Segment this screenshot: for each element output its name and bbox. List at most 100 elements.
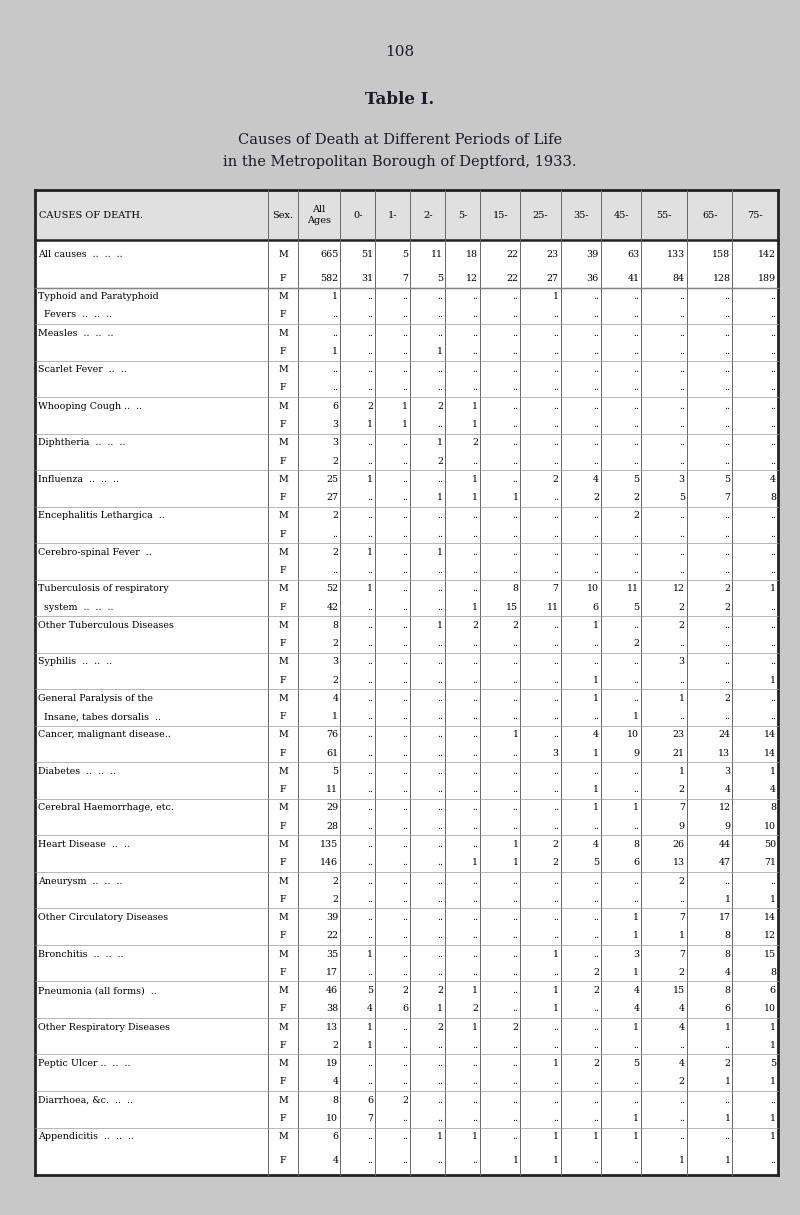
Text: F: F [280,712,286,722]
Text: F: F [280,457,286,465]
Text: 10: 10 [764,821,776,831]
Text: 7: 7 [553,584,558,593]
Text: M: M [278,402,288,411]
Text: 2: 2 [332,548,338,556]
Text: 11: 11 [546,603,558,611]
Text: ..: .. [634,876,639,886]
Text: ..: .. [472,712,478,722]
Text: ..: .. [770,457,776,465]
Text: ..: .. [725,639,730,648]
Text: ..: .. [437,767,443,776]
Text: ..: .. [402,457,408,465]
Text: ..: .. [402,657,408,666]
Text: 1: 1 [553,1005,558,1013]
Text: 21: 21 [673,748,685,758]
Text: ..: .. [402,493,408,502]
Text: ..: .. [472,894,478,904]
Text: M: M [278,292,288,301]
Text: ..: .. [725,1096,730,1104]
Text: ..: .. [770,439,776,447]
Text: 1: 1 [402,420,408,429]
Text: 1: 1 [437,1005,443,1013]
Text: 2: 2 [725,694,730,703]
Text: 2: 2 [332,1041,338,1050]
Text: 1: 1 [770,676,776,684]
Text: ..: .. [679,347,685,356]
Text: 1: 1 [367,1023,374,1032]
Text: 10: 10 [764,1005,776,1013]
Text: 1: 1 [679,694,685,703]
Text: ..: .. [553,1114,558,1123]
Text: 17: 17 [326,968,338,977]
Text: ..: .. [593,912,599,922]
Text: 7: 7 [679,950,685,959]
Text: 1: 1 [472,420,478,429]
Text: 9: 9 [633,748,639,758]
Text: 1: 1 [472,475,478,484]
Text: 2: 2 [679,785,685,795]
Text: 9: 9 [678,821,685,831]
Text: F: F [280,821,286,831]
Text: 2: 2 [332,512,338,520]
Text: 2: 2 [725,584,730,593]
Text: ..: .. [472,840,478,849]
Text: ..: .. [593,384,599,392]
Text: ..: .. [593,457,599,465]
Text: ..: .. [513,912,518,922]
Text: ..: .. [513,639,518,648]
Text: ..: .. [553,329,558,338]
Text: 1: 1 [437,439,443,447]
Text: Cerebral Haemorrhage, etc.: Cerebral Haemorrhage, etc. [38,803,174,813]
Text: ..: .. [367,767,374,776]
Text: 4: 4 [679,1023,685,1032]
Text: ..: .. [679,676,685,684]
Text: ..: .. [634,694,639,703]
Text: ..: .. [367,621,374,629]
Text: ..: .. [679,548,685,556]
Text: 12: 12 [718,803,730,813]
Text: General Paralysis of the: General Paralysis of the [38,694,153,703]
Text: ..: .. [367,493,374,502]
Text: 2: 2 [332,876,338,886]
Text: ..: .. [679,530,685,538]
Text: ..: .. [402,767,408,776]
Text: Causes of Death at Different Periods of Life: Causes of Death at Different Periods of … [238,132,562,147]
Text: 1: 1 [634,1023,639,1032]
Text: 46: 46 [326,987,338,995]
Text: 7: 7 [402,273,408,283]
Text: ..: .. [634,439,639,447]
Text: 1: 1 [437,621,443,629]
Text: 2: 2 [593,1059,599,1068]
Text: F: F [280,1155,286,1165]
Text: ..: .. [402,821,408,831]
Text: 8: 8 [634,840,639,849]
Text: ..: .. [402,311,408,320]
Text: ..: .. [553,694,558,703]
Text: ..: .. [593,1005,599,1013]
Text: Encephalitis Lethargica  ..: Encephalitis Lethargica .. [38,512,165,520]
Text: 5: 5 [633,475,639,484]
Text: F: F [280,968,286,977]
Text: ..: .. [367,603,374,611]
Text: ..: .. [402,1059,408,1068]
Text: ..: .. [367,311,374,320]
Text: ..: .. [367,1078,374,1086]
Text: 2: 2 [367,402,374,411]
Text: ..: .. [472,530,478,538]
Text: 76: 76 [326,730,338,740]
Text: 189: 189 [758,273,776,283]
Text: ..: .. [367,858,374,868]
Text: 84: 84 [673,273,685,283]
Text: ..: .. [593,366,599,374]
Text: ..: .. [513,384,518,392]
Text: ..: .. [437,894,443,904]
Text: ..: .. [402,584,408,593]
Text: 1: 1 [513,1155,518,1165]
Text: 1: 1 [634,1114,639,1123]
Text: ..: .. [553,931,558,940]
Text: 3: 3 [724,767,730,776]
Text: 52: 52 [326,584,338,593]
Text: 26: 26 [673,840,685,849]
Text: ..: .. [367,785,374,795]
Text: 35-: 35- [573,210,589,220]
